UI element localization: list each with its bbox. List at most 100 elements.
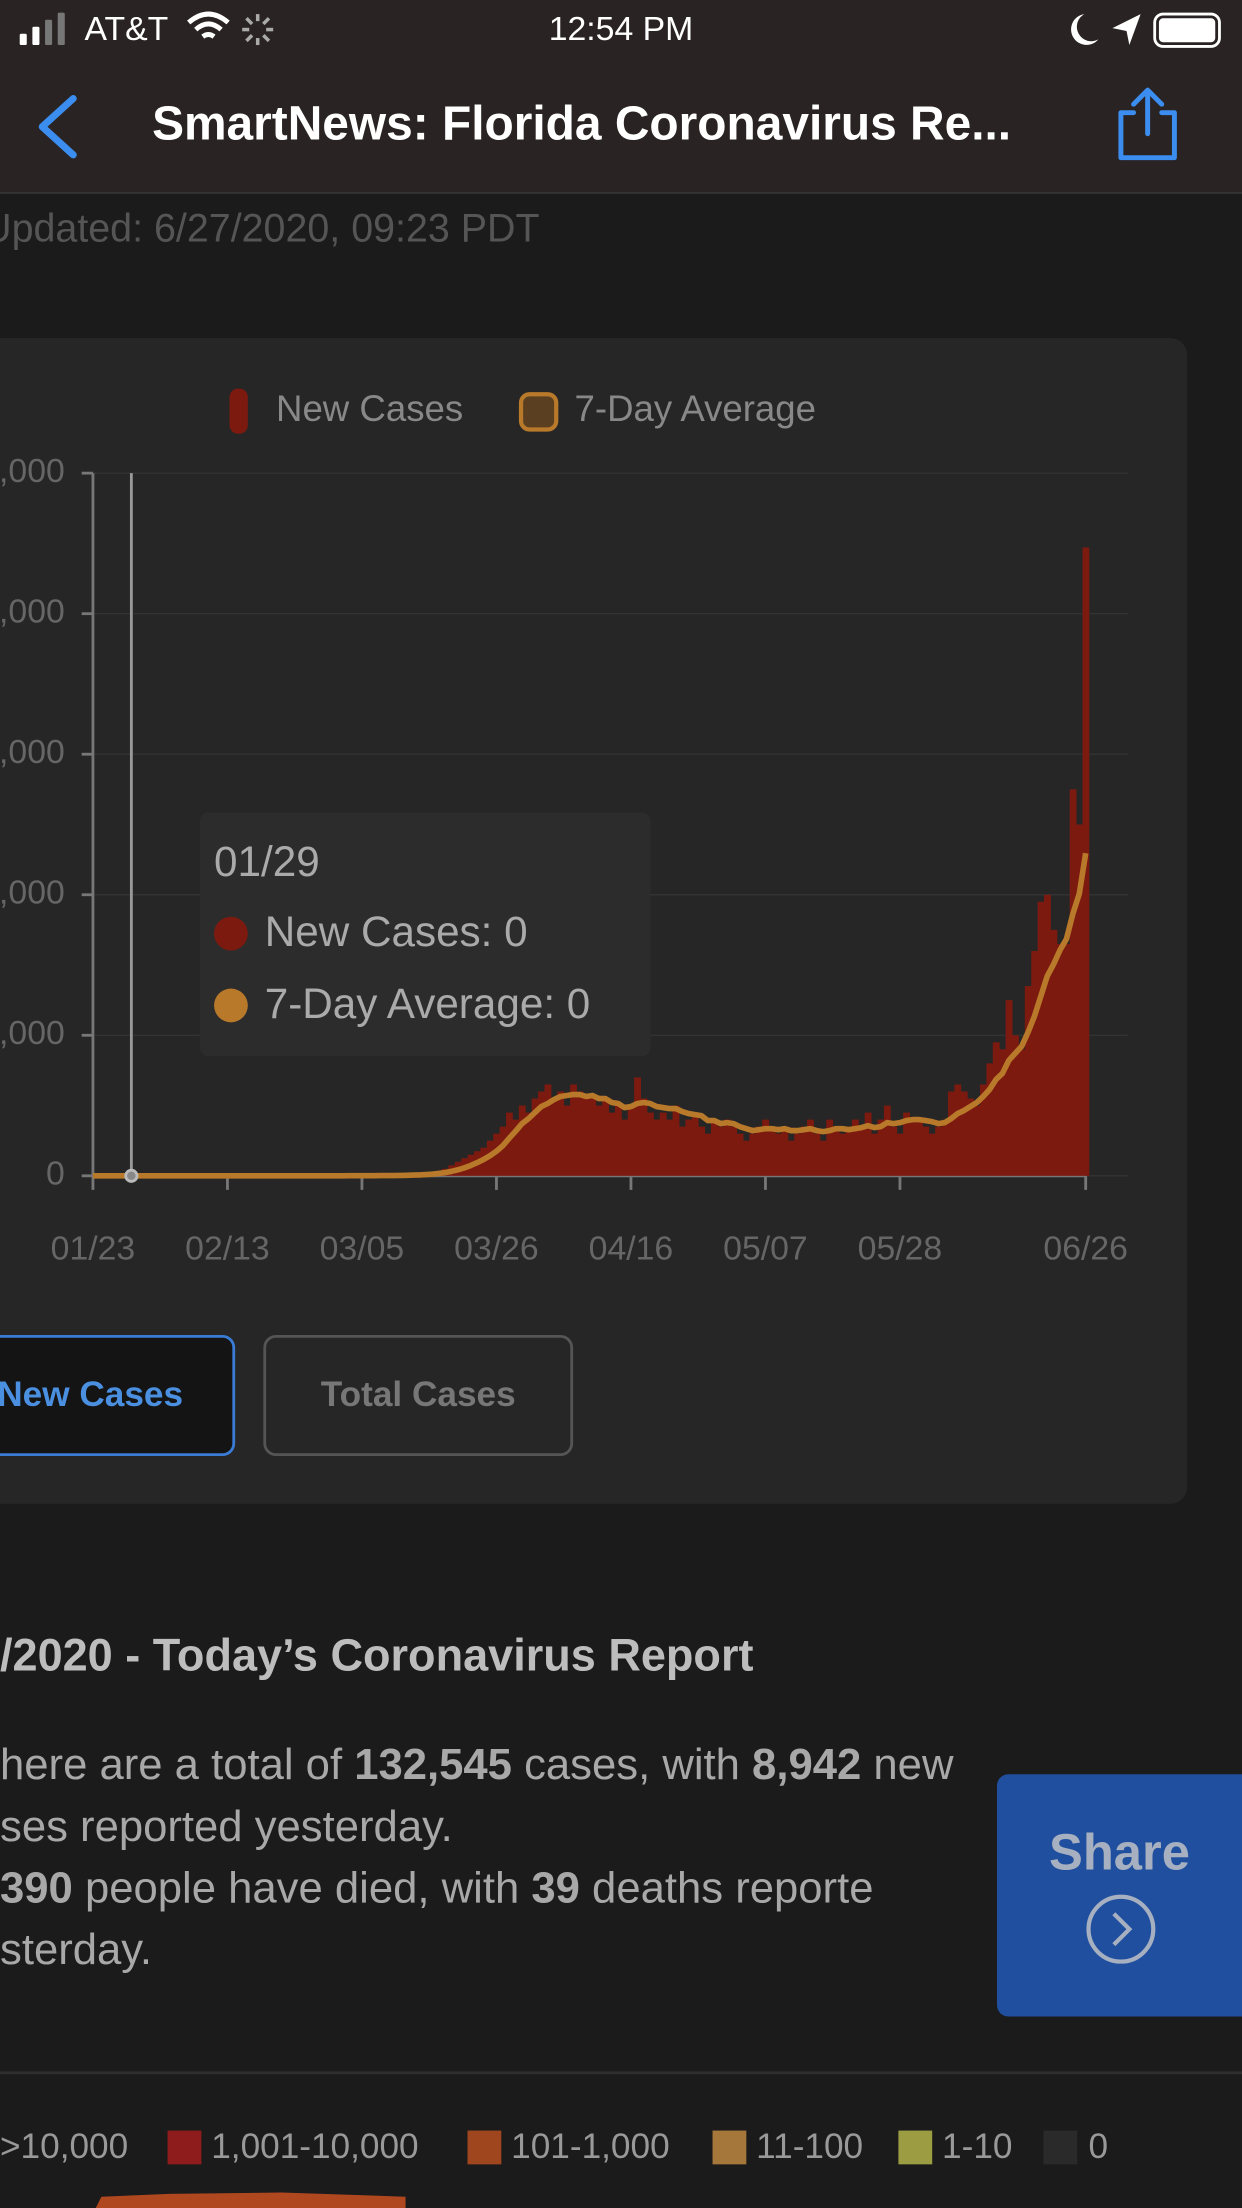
bar bbox=[954, 1084, 962, 1176]
bar bbox=[1012, 1035, 1019, 1176]
x-tick-label: 04/16 bbox=[589, 1229, 674, 1267]
bar bbox=[678, 1126, 686, 1176]
bar bbox=[980, 1084, 987, 1176]
bar bbox=[563, 1105, 571, 1176]
bar bbox=[506, 1112, 513, 1176]
bar bbox=[493, 1133, 501, 1176]
map-legend: >10,000 1,001-10,000 101-1,000 11-100 1-10 0 bbox=[0, 2127, 1108, 2166]
page-title: SmartNews: Florida Coronavirus Re... bbox=[152, 97, 1011, 150]
bar bbox=[691, 1112, 699, 1176]
report-title: /2020 - Today’s Coronavirus Report bbox=[0, 1630, 753, 1681]
bar bbox=[1018, 1049, 1026, 1176]
bar bbox=[819, 1140, 827, 1176]
x-tick-label: 03/05 bbox=[320, 1229, 405, 1267]
battery-level bbox=[1158, 18, 1216, 43]
y-tick-label: 4,000 bbox=[0, 874, 65, 912]
y-tick-label: 6,000 bbox=[0, 733, 65, 771]
bar bbox=[659, 1112, 667, 1176]
legend-swatch bbox=[1043, 2130, 1078, 2165]
updated-text: Updated: 6/27/2020, 09:23 PDT bbox=[0, 206, 540, 250]
bar bbox=[723, 1119, 731, 1176]
bar bbox=[973, 1105, 981, 1176]
report-text: people have died, with bbox=[73, 1863, 532, 1912]
bar bbox=[627, 1105, 635, 1176]
bar bbox=[935, 1126, 943, 1176]
legend-swatch bbox=[167, 2130, 202, 2165]
legend-label: 0 bbox=[1089, 2127, 1109, 2166]
bar bbox=[781, 1126, 789, 1176]
bar bbox=[749, 1133, 757, 1176]
x-tick-label: 02/13 bbox=[185, 1229, 270, 1267]
button-label: New Cases bbox=[0, 1375, 183, 1414]
bar bbox=[903, 1112, 910, 1176]
bar bbox=[826, 1119, 834, 1176]
legend-swatch bbox=[898, 2130, 933, 2165]
bar bbox=[1005, 1000, 1013, 1176]
report-text: deaths reporte bbox=[580, 1863, 874, 1912]
signal-icon bbox=[19, 12, 65, 46]
share-label: Share bbox=[1049, 1823, 1190, 1880]
location-icon bbox=[1112, 14, 1141, 46]
share-icon[interactable] bbox=[1118, 87, 1177, 161]
bar bbox=[851, 1119, 859, 1176]
bar bbox=[672, 1105, 680, 1176]
bar bbox=[941, 1119, 949, 1176]
report-line: 390 people have died, with 39 deaths rep… bbox=[0, 1863, 873, 1912]
bar bbox=[730, 1126, 738, 1176]
back-button[interactable] bbox=[38, 95, 77, 159]
button-label: Total Cases bbox=[321, 1375, 516, 1414]
bar bbox=[576, 1091, 584, 1176]
bar bbox=[582, 1098, 590, 1176]
report-number: 132,545 bbox=[354, 1740, 512, 1789]
bar bbox=[717, 1126, 725, 1176]
bar bbox=[1024, 986, 1032, 1176]
bar bbox=[589, 1098, 597, 1176]
bar bbox=[928, 1133, 936, 1176]
bar bbox=[1076, 824, 1083, 1176]
bar bbox=[557, 1091, 565, 1176]
bar bbox=[845, 1126, 853, 1176]
cursor-point bbox=[124, 1168, 139, 1183]
bar bbox=[736, 1133, 744, 1176]
legend-swatch bbox=[229, 388, 248, 434]
bar bbox=[832, 1126, 840, 1176]
report-body: here are a total of 132,545 cases, with … bbox=[0, 1740, 954, 1974]
report-text: cases, with bbox=[512, 1740, 752, 1789]
bar bbox=[704, 1133, 712, 1176]
bar bbox=[877, 1119, 885, 1176]
bar bbox=[787, 1140, 795, 1176]
new-cases-button[interactable] bbox=[0, 1334, 236, 1457]
bar bbox=[538, 1091, 545, 1176]
x-tick-label: 06/26 bbox=[1043, 1229, 1128, 1267]
report-text: ses reported yesterday. bbox=[0, 1801, 453, 1850]
bar bbox=[1050, 929, 1058, 1176]
report-number: 390 bbox=[0, 1863, 73, 1912]
bar bbox=[666, 1119, 674, 1176]
legend-swatch bbox=[467, 2130, 502, 2165]
bar bbox=[570, 1084, 577, 1176]
tooltip-line: New Cases: 0 bbox=[265, 908, 528, 955]
report-number: 39 bbox=[531, 1863, 580, 1912]
bar bbox=[621, 1119, 629, 1176]
legend-swatch bbox=[712, 2130, 747, 2165]
legend-label: 1,001-10,000 bbox=[211, 2127, 418, 2166]
y-tick-label: 0 bbox=[46, 1155, 65, 1193]
legend-label: 1-10 bbox=[942, 2127, 1012, 2166]
bar bbox=[1031, 950, 1039, 1176]
bar bbox=[839, 1133, 846, 1176]
bar bbox=[499, 1126, 507, 1176]
bar bbox=[755, 1126, 763, 1176]
share-arrow bbox=[1112, 1912, 1133, 1947]
total-cases-button[interactable] bbox=[263, 1334, 574, 1457]
report-line: sterday. bbox=[0, 1924, 152, 1973]
bar bbox=[1063, 943, 1071, 1176]
bar bbox=[947, 1091, 955, 1176]
bar bbox=[800, 1126, 808, 1176]
bar bbox=[813, 1133, 821, 1176]
tooltip-dot bbox=[214, 988, 248, 1023]
bar bbox=[608, 1112, 616, 1176]
average-line bbox=[92, 852, 1089, 1179]
carrier: AT&T bbox=[84, 10, 168, 48]
